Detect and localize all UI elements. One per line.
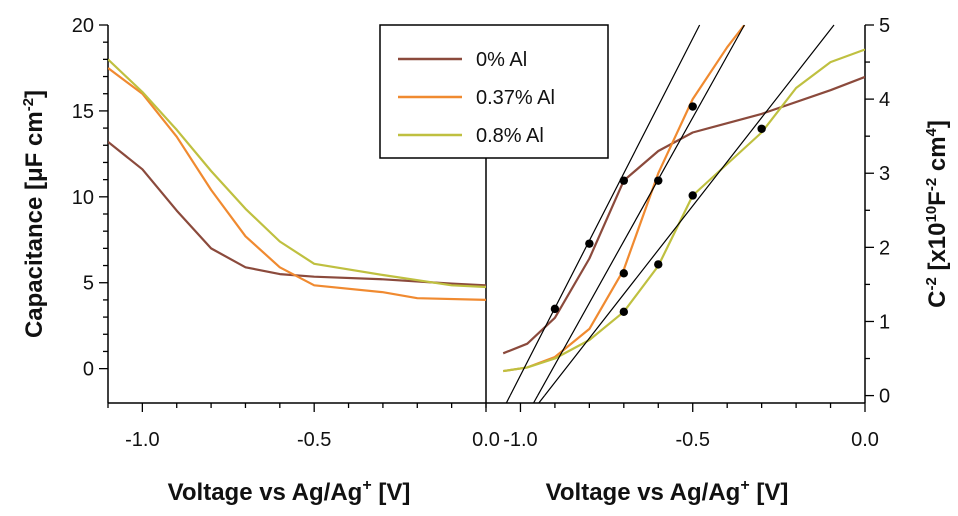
right-series-line-0: [502, 75, 865, 355]
left-y-axis-title: Capacitance [μF cm-2]: [20, 90, 48, 338]
right-y-axis-title-part: 10: [923, 206, 940, 223]
right-y-tick-label: 2: [879, 237, 890, 259]
left-x-axis-title-main: Voltage vs Ag/Ag: [168, 479, 363, 506]
legend-label-1: 0.37% Al: [476, 87, 555, 109]
right-x-axis-title-sup: +: [740, 477, 749, 494]
left-series-line-0: [108, 140, 486, 287]
fit-line-1: [537, 24, 745, 396]
right-y-tick-label: 5: [879, 15, 890, 37]
data-marker: [585, 239, 594, 248]
fit-line-0: [509, 24, 701, 396]
data-marker: [619, 176, 629, 185]
left-x-tick-label: -1.0: [125, 429, 159, 451]
right-y-axis-title-part: cm: [924, 136, 951, 177]
right-y-axis-title-part: F: [924, 191, 951, 206]
left-x-tick-label: 0.0: [472, 429, 500, 451]
left-series-line-2: [108, 58, 486, 289]
left-y-axis-title-part: Capacitance [: [21, 182, 48, 338]
left-x-tick-label: -0.5: [297, 429, 331, 451]
fit-line-extension-1: [533, 395, 539, 404]
left-y-tick-label: 0: [83, 359, 94, 381]
left-y-axis-title-part: μ: [21, 167, 48, 182]
right-y-axis-title-part: -2: [923, 178, 940, 191]
legend: 0% Al 0.37% Al 0.8% Al: [379, 24, 609, 159]
right-x-tick-label: -1.0: [503, 429, 537, 451]
left-y-tick-label: 5: [83, 273, 94, 295]
right-x-axis-title-main: Voltage vs Ag/Ag: [546, 479, 741, 506]
fit-line-2: [544, 24, 835, 396]
left-y-tick-label: 10: [72, 187, 94, 209]
data-marker: [688, 102, 697, 111]
fit-line-extension-0: [505, 395, 511, 404]
right-y-tick-label: 0: [879, 386, 890, 408]
right-y-tick-label: 3: [879, 163, 890, 185]
right-x-tick-label: 0.0: [851, 429, 879, 451]
right-x-tick-label: -0.5: [675, 429, 709, 451]
left-y-tick-label: 15: [72, 101, 94, 123]
data-marker: [757, 124, 766, 133]
left-x-axis-title-sup: +: [362, 477, 371, 494]
legend-label-0: 0% Al: [476, 49, 527, 71]
data-marker: [688, 191, 697, 200]
left-series-line-1: [108, 67, 486, 301]
left-y-axis-title-part: -2: [20, 98, 37, 111]
legend-label-2: 0.8% Al: [476, 125, 544, 147]
right-x-axis-title-unit: [V]: [750, 479, 789, 506]
fit-line-extension-2: [538, 395, 546, 404]
data-marker: [619, 307, 629, 317]
right-x-axis-title: Voltage vs Ag/Ag+ [V]: [546, 477, 789, 506]
right-y-tick-label: 1: [879, 311, 890, 333]
right-y-axis-title-part: ]: [924, 120, 951, 128]
right-y-axis-title-part: -2: [923, 277, 940, 290]
left-y-axis-title-part: F cm: [21, 111, 48, 167]
data-marker: [654, 260, 663, 269]
left-x-axis-title: Voltage vs Ag/Ag+ [V]: [168, 477, 411, 506]
left-y-axis-title-part: ]: [21, 90, 48, 98]
right-y-axis-title-part: [x10: [924, 223, 951, 278]
right-y-axis-title-part: 4: [923, 127, 940, 136]
right-y-axis-title-part: C: [924, 291, 951, 308]
data-marker: [654, 176, 663, 185]
left-x-axis-title-unit: [V]: [372, 479, 411, 506]
right-y-tick-label: 4: [879, 89, 890, 111]
data-marker: [619, 269, 629, 278]
left-y-tick-label: 20: [72, 15, 94, 37]
data-marker: [550, 304, 560, 314]
right-y-axis-title: C-2 [x1010F-2 cm4]: [923, 120, 951, 308]
